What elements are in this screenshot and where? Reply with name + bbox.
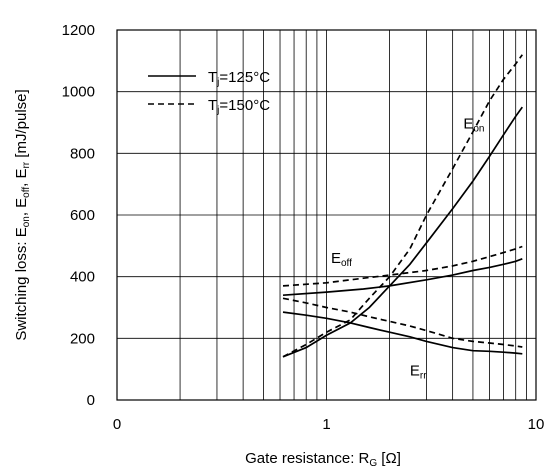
y-tick-label: 200 [70, 330, 95, 347]
y-tick-label: 1000 [62, 84, 95, 101]
y-tick-label: 600 [70, 207, 95, 224]
x-tick-label: 1 [322, 416, 330, 433]
series-eoff-125 [282, 258, 523, 297]
legend-label-125: Tj=125°C [208, 69, 270, 88]
y-tick-labels: 0 200 400 600 800 1000 1200 [62, 22, 95, 409]
y-tick-label: 800 [70, 145, 95, 162]
series-eon-150 [282, 54, 523, 358]
y-tick-label: 0 [87, 392, 95, 409]
y-axis-label: Switching loss: Eon, Eoff, Err [mJ/pulse… [13, 89, 32, 340]
plot-frame [116, 29, 537, 401]
series-eoff-150 [282, 245, 523, 287]
annotation-eon: Eon [463, 116, 484, 135]
x-tick-label: 0 [113, 416, 121, 433]
series-layer [282, 54, 523, 358]
x-tick-labels: 0 1 10 [113, 416, 545, 433]
x-axis-label: Gate resistance: RG [Ω] [245, 450, 401, 469]
series-err-125 [282, 311, 523, 355]
series-eon-125 [282, 106, 523, 358]
legend: Tj=125°C Tj=150°C [148, 69, 270, 116]
x-tick-label: 10 [528, 416, 545, 433]
grid [117, 29, 536, 401]
y-tick-label: 400 [70, 269, 95, 286]
legend-label-150: Tj=150°C [208, 97, 270, 116]
annotation-eoff: Eoff [331, 250, 352, 269]
y-tick-label: 1200 [62, 22, 95, 39]
annotation-err: Err [410, 362, 427, 381]
series-err-150 [282, 297, 523, 348]
curve-annotations: Eon Eoff Err [331, 116, 485, 382]
